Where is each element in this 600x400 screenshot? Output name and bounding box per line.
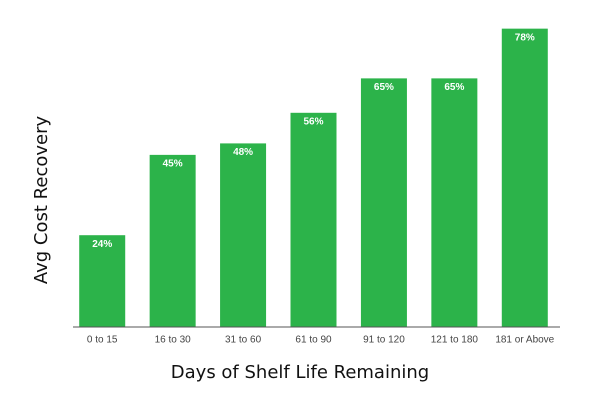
x-tick-label: 16 to 30 xyxy=(155,335,192,346)
x-tick-label: 0 to 15 xyxy=(87,335,118,346)
bar xyxy=(360,78,407,327)
x-tick-label: 31 to 60 xyxy=(225,335,262,346)
x-tick-label: 61 to 90 xyxy=(295,335,332,346)
y-axis-title: Avg Cost Recovery xyxy=(31,116,52,285)
bar xyxy=(501,28,548,328)
value-label: 45% xyxy=(163,159,183,170)
value-label: 48% xyxy=(233,147,253,158)
bar xyxy=(431,78,478,327)
x-tick-label: 121 to 180 xyxy=(431,335,479,346)
value-label: 56% xyxy=(303,116,323,127)
x-tick-label: 181 or Above xyxy=(495,335,554,346)
value-label: 65% xyxy=(444,82,464,93)
bar xyxy=(79,235,126,327)
value-label: 24% xyxy=(92,239,112,250)
value-label: 65% xyxy=(374,82,394,93)
bar xyxy=(290,112,337,327)
bar xyxy=(149,154,196,327)
x-axis-title: Days of Shelf Life Remaining xyxy=(171,362,429,383)
x-tick-label: 91 to 120 xyxy=(363,335,405,346)
value-label: 78% xyxy=(515,32,535,43)
bar xyxy=(220,143,267,327)
